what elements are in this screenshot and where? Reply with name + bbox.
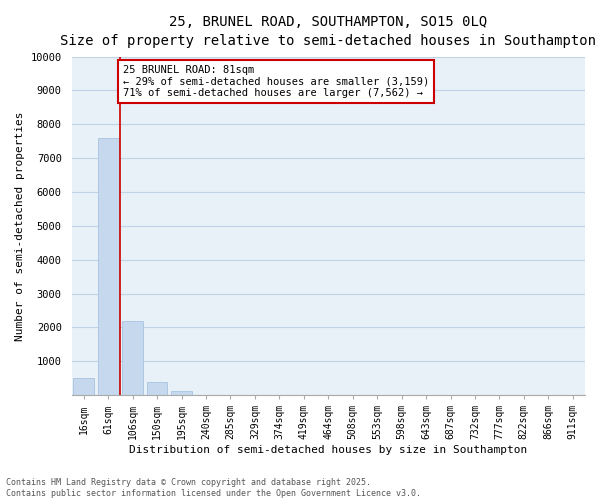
Y-axis label: Number of semi-detached properties: Number of semi-detached properties xyxy=(15,111,25,340)
Bar xyxy=(98,138,119,395)
Title: 25, BRUNEL ROAD, SOUTHAMPTON, SO15 0LQ
Size of property relative to semi-detache: 25, BRUNEL ROAD, SOUTHAMPTON, SO15 0LQ S… xyxy=(60,15,596,48)
Text: 25 BRUNEL ROAD: 81sqm
← 29% of semi-detached houses are smaller (3,159)
71% of s: 25 BRUNEL ROAD: 81sqm ← 29% of semi-deta… xyxy=(123,65,429,98)
Bar xyxy=(122,320,143,395)
X-axis label: Distribution of semi-detached houses by size in Southampton: Distribution of semi-detached houses by … xyxy=(129,445,527,455)
Text: Contains HM Land Registry data © Crown copyright and database right 2025.
Contai: Contains HM Land Registry data © Crown c… xyxy=(6,478,421,498)
Bar xyxy=(147,382,167,395)
Bar xyxy=(171,391,192,395)
Bar xyxy=(73,378,94,395)
